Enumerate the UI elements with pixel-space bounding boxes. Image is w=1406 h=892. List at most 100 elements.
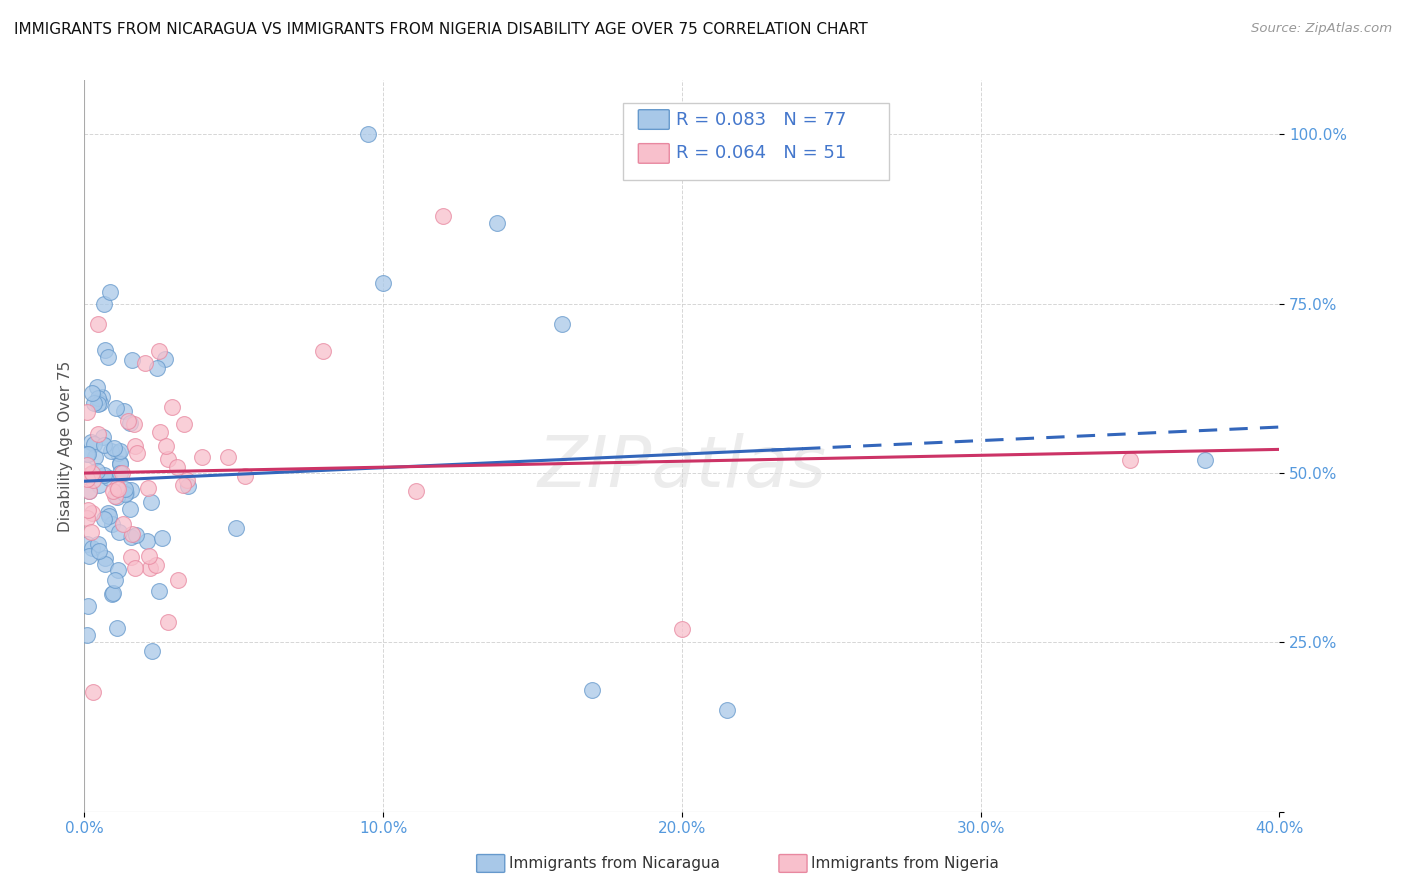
Point xyxy=(94,343,117,358)
Point xyxy=(105,480,128,494)
Point xyxy=(94,551,117,566)
Point xyxy=(157,615,180,629)
Point xyxy=(136,533,159,548)
Point xyxy=(136,482,159,496)
Point xyxy=(177,478,200,492)
Point xyxy=(138,549,160,563)
Point xyxy=(83,396,105,410)
Point xyxy=(139,560,162,574)
Point xyxy=(111,466,134,480)
Point xyxy=(87,537,110,551)
Point xyxy=(150,531,173,545)
Point xyxy=(373,277,395,291)
Point xyxy=(110,457,132,471)
Point xyxy=(190,450,212,465)
Point xyxy=(107,446,129,460)
Point xyxy=(98,471,121,485)
Text: Source: ZipAtlas.com: Source: ZipAtlas.com xyxy=(1251,22,1392,36)
Point xyxy=(87,317,110,331)
Point xyxy=(156,452,179,467)
Point xyxy=(134,356,156,370)
Point xyxy=(166,459,188,474)
Point xyxy=(104,573,127,587)
Point xyxy=(104,489,127,503)
Point xyxy=(97,509,120,524)
Point xyxy=(91,430,114,444)
Point xyxy=(108,457,131,471)
Point xyxy=(108,525,131,540)
Point xyxy=(101,484,124,499)
Point xyxy=(120,417,142,431)
Point xyxy=(145,360,167,375)
Point xyxy=(93,437,115,451)
Point xyxy=(100,587,122,601)
Point xyxy=(77,503,100,517)
Point xyxy=(125,528,148,542)
Point xyxy=(80,524,103,539)
Y-axis label: Disability Age Over 75: Disability Age Over 75 xyxy=(58,360,73,532)
Text: R = 0.064   N = 51: R = 0.064 N = 51 xyxy=(676,145,846,162)
Point xyxy=(97,350,120,364)
Point xyxy=(120,530,142,544)
Text: IMMIGRANTS FROM NICARAGUA VS IMMIGRANTS FROM NIGERIA DISABILITY AGE OVER 75 CORR: IMMIGRANTS FROM NICARAGUA VS IMMIGRANTS … xyxy=(14,22,868,37)
Point xyxy=(117,414,139,428)
Point xyxy=(172,478,194,492)
Point xyxy=(80,435,103,450)
Point xyxy=(114,485,136,500)
Point xyxy=(93,557,115,571)
Point xyxy=(97,506,120,520)
Point xyxy=(124,438,146,452)
Point xyxy=(139,495,162,509)
Point xyxy=(121,527,143,541)
Point xyxy=(76,472,98,486)
Point xyxy=(91,390,114,404)
Point xyxy=(124,561,146,575)
Point xyxy=(432,209,454,223)
Point xyxy=(76,447,98,461)
Point xyxy=(79,484,101,499)
Point xyxy=(108,443,131,458)
Point xyxy=(82,685,104,699)
Point xyxy=(86,464,108,478)
Point xyxy=(114,482,136,496)
Point xyxy=(108,466,131,480)
Point xyxy=(82,466,104,480)
Point xyxy=(149,425,172,440)
Point xyxy=(76,599,98,613)
Point xyxy=(120,502,142,516)
Point xyxy=(80,541,103,555)
Point xyxy=(77,483,100,498)
Point xyxy=(77,446,100,460)
Point xyxy=(167,573,190,587)
Point xyxy=(176,473,198,487)
Point xyxy=(76,405,98,419)
Point xyxy=(141,644,163,658)
Point xyxy=(76,458,98,472)
Point xyxy=(89,396,111,410)
Point xyxy=(581,682,603,697)
Point xyxy=(225,521,247,535)
Point xyxy=(153,352,176,367)
Point xyxy=(83,437,105,451)
Point xyxy=(112,404,135,418)
Point xyxy=(160,400,183,414)
Point xyxy=(551,317,574,331)
Point xyxy=(93,512,115,526)
Point xyxy=(82,385,104,400)
Point xyxy=(76,511,98,525)
Point xyxy=(155,439,177,453)
Text: Immigrants from Nicaragua: Immigrants from Nicaragua xyxy=(509,856,720,871)
Point xyxy=(79,468,101,483)
Point xyxy=(87,396,110,410)
Point xyxy=(716,703,738,717)
Point xyxy=(77,549,100,563)
Point xyxy=(104,401,127,416)
Point xyxy=(100,516,122,531)
Point xyxy=(87,391,110,405)
Point xyxy=(114,487,136,501)
Point xyxy=(107,563,129,577)
Point xyxy=(233,469,256,483)
Point xyxy=(76,536,98,550)
Point xyxy=(76,628,98,642)
Point xyxy=(100,444,122,458)
